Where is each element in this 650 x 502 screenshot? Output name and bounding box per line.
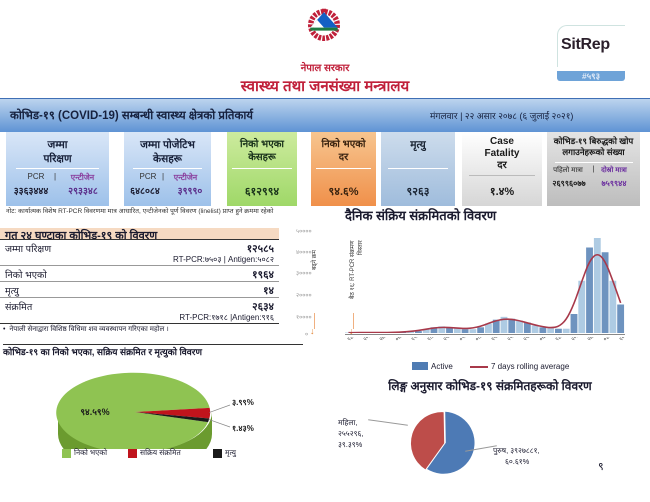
svg-text:३.९९%: ३.९९% (232, 398, 254, 407)
svg-text:१.४३%: १.४३% (232, 424, 254, 433)
svg-text:९४.५९%: ९४.५९% (80, 407, 109, 417)
